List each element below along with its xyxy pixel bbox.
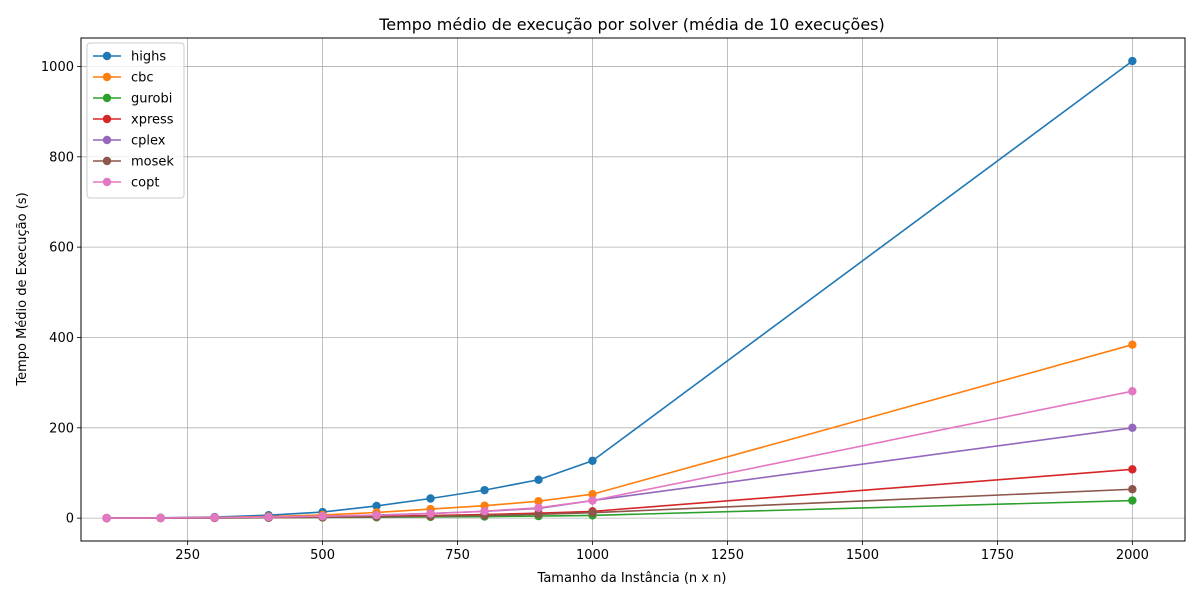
legend-item-xpress: xpress [93, 113, 174, 128]
legend-box [86, 42, 185, 199]
legend-marker [102, 72, 112, 82]
series-line-cbc [106, 343, 1133, 519]
legend-item-mosek: mosek [93, 155, 174, 170]
chart-title: Tempo médio de execução por solver (médi… [378, 15, 884, 34]
legend-label: mosek [131, 155, 174, 170]
series-line-mosek [106, 488, 1133, 519]
legend-item-cplex: cplex [93, 134, 166, 149]
y-tick-label: 600 [49, 241, 74, 256]
data-point-cbc [588, 490, 597, 499]
legend-item-gurobi: gurobi [93, 92, 172, 107]
series-lines [102, 56, 1137, 523]
legend-label: xpress [131, 113, 174, 128]
data-point-copt [372, 511, 381, 520]
data-point-copt [264, 512, 273, 522]
data-point-copt [426, 509, 435, 518]
x-axis-title: Tamanho da Instância (n x n) [537, 571, 727, 586]
series-highs [102, 56, 1137, 523]
x-tick-label: 2000 [1116, 548, 1149, 563]
data-point-copt [318, 512, 327, 521]
data-point-copt [102, 513, 111, 523]
data-point-highs [426, 494, 435, 503]
grid-lines [81, 38, 1185, 541]
x-tick-label: 250 [175, 548, 200, 563]
x-tick-label: 1500 [846, 548, 879, 563]
data-point-copt [156, 513, 165, 523]
data-point-copt [534, 503, 543, 512]
legend-label: cbc [131, 71, 154, 86]
series-xpress [102, 465, 1137, 523]
legend-marker [102, 177, 112, 187]
series-copt [102, 387, 1137, 523]
legend-label: gurobi [131, 92, 172, 107]
data-point-highs [480, 485, 489, 495]
y-tick-label: 800 [49, 150, 74, 165]
legend-label: cplex [131, 134, 166, 149]
data-point-highs [534, 475, 543, 484]
data-point-copt [210, 513, 219, 522]
x-tick-label: 1000 [576, 548, 609, 563]
data-point-mosek [534, 510, 543, 519]
legend-marker [102, 114, 112, 124]
data-point-xpress [1128, 465, 1137, 474]
legend-marker [102, 156, 112, 166]
legend: highs cbc gurobi xpress cplex mosek copt [86, 42, 185, 199]
y-tick-label: 400 [49, 331, 74, 346]
legend-marker [102, 93, 112, 103]
y-tick-label: 0 [66, 512, 74, 527]
x-tick-label: 1250 [711, 548, 744, 563]
series-line-highs [106, 60, 1133, 519]
legend-marker [102, 51, 112, 61]
legend-label: copt [131, 176, 159, 191]
legend-label: highs [131, 50, 166, 65]
data-point-copt [588, 496, 597, 505]
axis-ticks: 250 500 750 1000 1250 1500 1750 2000 0 200 400 600 8… [41, 60, 1149, 563]
x-tick-label: 750 [445, 548, 470, 563]
plot-area-frame [80, 37, 1186, 542]
data-point-copt [480, 506, 489, 516]
data-point-copt [1128, 387, 1137, 396]
data-point-gurobi [1128, 496, 1137, 505]
data-point-mosek [588, 508, 597, 517]
series-cplex [102, 423, 1137, 523]
data-point-highs [1128, 56, 1137, 66]
legend-item-copt: copt [93, 176, 159, 191]
legend-item-highs: highs [93, 50, 166, 65]
x-tick-label: 1750 [981, 548, 1014, 563]
data-point-highs [372, 501, 381, 511]
y-tick-label: 200 [49, 421, 74, 436]
legend-marker [102, 135, 112, 145]
y-axis-title: Tempo Médio de Execução (s) [15, 192, 30, 386]
y-tick-label: 1000 [41, 60, 74, 75]
data-point-cbc [1128, 340, 1137, 349]
data-point-cbc [534, 497, 543, 506]
data-point-mosek [1128, 485, 1137, 494]
series-line-copt [106, 390, 1133, 519]
data-point-cplex [1128, 423, 1137, 433]
data-point-highs [588, 456, 597, 465]
x-tick-label: 500 [310, 548, 335, 563]
legend-item-cbc: cbc [93, 71, 154, 86]
